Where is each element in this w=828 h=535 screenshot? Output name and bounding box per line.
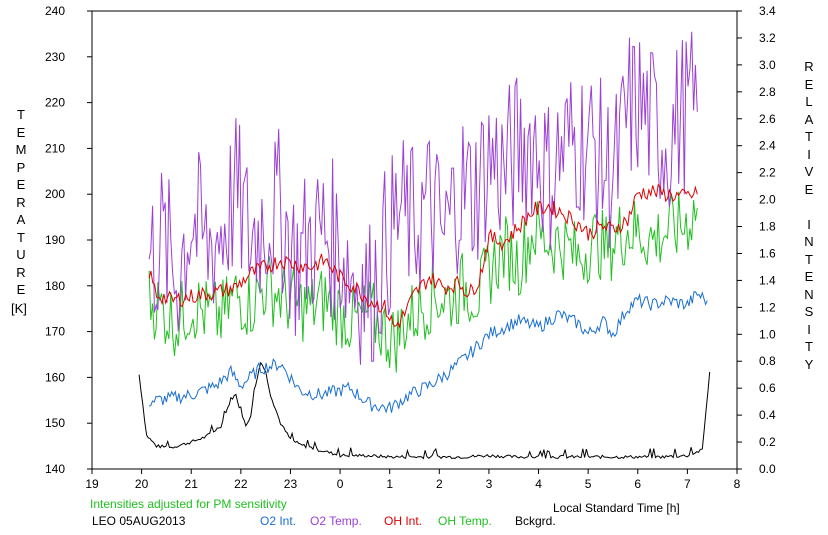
left-axis-title: T E M P E R A T U R E [15, 107, 27, 297]
x-tick-label: 6 [634, 477, 641, 491]
axis-layer: 19 20 21 22 23 0 1 2 3 4 5 6 7 8140150160170180190200… [45, 4, 776, 491]
x-tick-label: 19 [85, 477, 99, 491]
x-tick-label: 21 [185, 477, 199, 491]
y-right-tick-label: 1.6 [759, 246, 776, 260]
x-tick-label: 1 [386, 477, 393, 491]
y-right-tick-label: 2.6 [759, 112, 776, 126]
x-axis-label: Local Standard Time [h] [553, 501, 680, 515]
y-left-tick-label: 190 [45, 233, 65, 247]
left-axis-unit: [K] [11, 301, 27, 316]
y-left-tick-label: 150 [45, 416, 65, 430]
y-right-tick-label: 0.2 [759, 435, 776, 449]
y-right-tick-label: 2.4 [759, 139, 776, 153]
x-tick-label: 4 [535, 477, 542, 491]
legend-entry-o2-temp: O2 Temp. [310, 514, 362, 528]
y-left-tick-label: 170 [45, 325, 65, 339]
legend-entry-o2-int: O2 Int. [260, 514, 297, 528]
y-right-tick-label: 2.0 [759, 193, 776, 207]
x-tick-label: 5 [585, 477, 592, 491]
legend-entry-oh-temp: OH Temp. [438, 514, 492, 528]
legend-entry-bckgrd: Bckgrd. [515, 514, 556, 528]
x-tick-label: 0 [337, 477, 344, 491]
y-right-tick-label: 1.0 [759, 327, 776, 341]
y-right-tick-label: 3.2 [759, 31, 776, 45]
station-date: LEO 05AUG2013 [92, 514, 186, 528]
y-right-tick-label: 0.0 [759, 462, 776, 476]
y-left-tick-label: 240 [45, 4, 65, 18]
series-line-oh-int [148, 183, 698, 329]
y-right-tick-label: 3.0 [759, 58, 776, 72]
y-left-tick-label: 140 [45, 462, 65, 476]
series-line-o2-temp [148, 31, 698, 365]
y-left-tick-label: 180 [45, 279, 65, 293]
x-tick-label: 22 [234, 477, 248, 491]
y-left-tick-label: 200 [45, 187, 65, 201]
y-left-tick-label: 230 [45, 50, 65, 64]
x-tick-label: 2 [436, 477, 443, 491]
y-right-tick-label: 0.6 [759, 381, 776, 395]
x-tick-label: 8 [734, 477, 741, 491]
y-right-tick-label: 2.2 [759, 166, 776, 180]
annotation-text: Intensities adjusted for PM sensitivity [90, 497, 287, 511]
legend-entry-oh-int: OH Int. [384, 514, 423, 528]
x-tick-label: 23 [284, 477, 298, 491]
y-right-tick-label: 1.8 [759, 220, 776, 234]
y-right-tick-label: 1.2 [759, 300, 776, 314]
x-tick-label: 3 [486, 477, 493, 491]
x-tick-label: 20 [135, 477, 149, 491]
series-line-bckgrd [138, 361, 711, 460]
y-right-tick-label: 3.4 [759, 4, 776, 18]
y-right-tick-label: 0.4 [759, 408, 776, 422]
y-left-tick-label: 220 [45, 96, 65, 110]
series-line-o2-int [148, 290, 708, 414]
right-axis-title: R E L A T I V E I N T E N S I T Y [804, 59, 814, 372]
series-layer [138, 31, 711, 460]
y-right-tick-label: 0.8 [759, 354, 776, 368]
y-left-tick-label: 160 [45, 370, 65, 384]
y-right-tick-label: 2.8 [759, 85, 776, 99]
series-line-oh-temp [148, 191, 698, 373]
y-left-tick-label: 210 [45, 141, 65, 155]
y-right-tick-label: 1.4 [759, 273, 776, 287]
x-tick-label: 7 [684, 477, 691, 491]
